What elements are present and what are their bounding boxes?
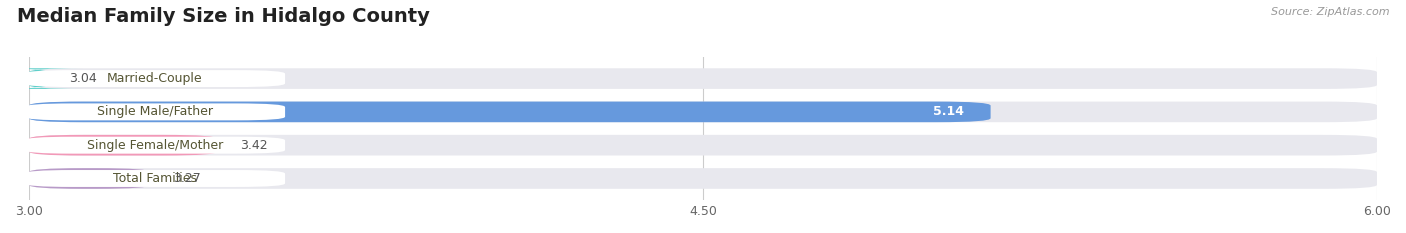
Text: Total Families: Total Families	[112, 172, 197, 185]
FancyBboxPatch shape	[30, 168, 1376, 189]
Text: Single Male/Father: Single Male/Father	[97, 105, 212, 118]
Text: 3.42: 3.42	[240, 139, 267, 152]
FancyBboxPatch shape	[24, 137, 285, 154]
FancyBboxPatch shape	[30, 102, 1376, 122]
FancyBboxPatch shape	[24, 70, 285, 87]
FancyBboxPatch shape	[30, 135, 1376, 155]
Text: Median Family Size in Hidalgo County: Median Family Size in Hidalgo County	[17, 7, 430, 26]
FancyBboxPatch shape	[30, 102, 991, 122]
Text: Single Female/Mother: Single Female/Mother	[87, 139, 224, 152]
FancyBboxPatch shape	[0, 68, 83, 89]
FancyBboxPatch shape	[24, 170, 285, 187]
FancyBboxPatch shape	[30, 135, 218, 155]
Text: Married-Couple: Married-Couple	[107, 72, 202, 85]
Text: 3.04: 3.04	[69, 72, 97, 85]
FancyBboxPatch shape	[30, 68, 1376, 89]
Text: 5.14: 5.14	[932, 105, 963, 118]
Text: 3.27: 3.27	[173, 172, 201, 185]
FancyBboxPatch shape	[24, 103, 285, 120]
FancyBboxPatch shape	[30, 168, 150, 189]
Text: Source: ZipAtlas.com: Source: ZipAtlas.com	[1271, 7, 1389, 17]
